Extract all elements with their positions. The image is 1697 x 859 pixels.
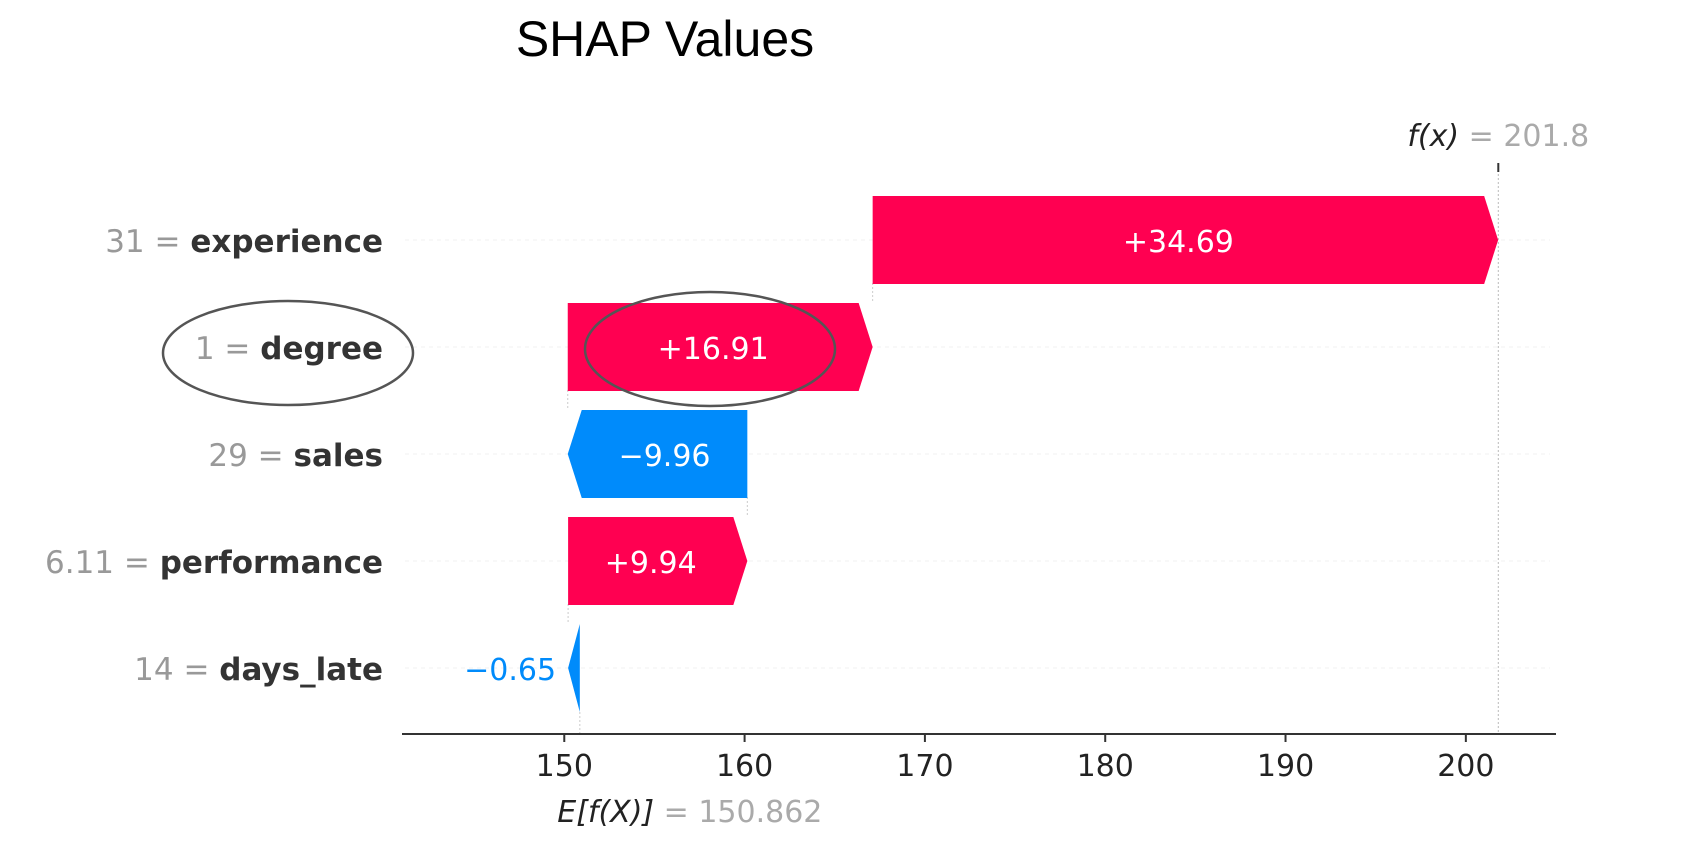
connector-lines (567, 163, 1500, 734)
feature-label-experience: 31 = experience (105, 224, 383, 260)
x-tick-label: 190 (1257, 749, 1314, 784)
bars-group: +34.69 +16.91 −9.96 +9.94 −0.65 (464, 196, 1499, 712)
bar-label-performance: +9.94 (605, 546, 697, 581)
base-value-label: E[f(X)] = 150.862 (557, 795, 822, 830)
output-value-prefix: f(x) (1407, 119, 1459, 154)
bar-days_late (568, 624, 580, 712)
x-tick-label: 180 (1077, 749, 1134, 784)
feature-label-performance: 6.11 = performance (45, 545, 383, 581)
bar-label-days_late: −0.65 (464, 653, 556, 688)
output-value-text: = 201.8 (1459, 119, 1589, 154)
feature-labels: 31 = experience 1 = degree 29 = sales 6.11 … (45, 224, 383, 688)
bar-degree (567, 303, 873, 391)
x-axis: 150 160 170 180 190 200 (402, 733, 1556, 784)
feature-label-sales: 29 = sales (208, 438, 383, 474)
feature-value: 31 = (105, 224, 190, 260)
feature-name: experience (190, 224, 383, 260)
feature-name: degree (260, 331, 383, 367)
feature-value: 29 = (208, 438, 293, 474)
bar-label-sales: −9.96 (619, 439, 711, 474)
base-value-text: = 150.862 (654, 795, 822, 830)
feature-name: sales (294, 438, 383, 474)
base-value-prefix: E[f(X)] (557, 795, 654, 830)
bar-performance (568, 517, 748, 605)
annotations: f(x) = 201.8 E[f(X)] = 150.862 (161, 119, 1589, 830)
feature-name: performance (160, 545, 383, 581)
highlight-ellipse-label (161, 299, 415, 407)
bar-label-experience: +34.69 (1123, 225, 1234, 260)
feature-label-degree: 1 = degree (195, 331, 383, 367)
bar-label-degree: +16.91 (658, 332, 769, 367)
highlight-ellipse-bar (583, 290, 837, 408)
feature-name: days_late (219, 652, 383, 688)
x-tick-label: 200 (1437, 749, 1494, 784)
feature-value: 6.11 = (45, 545, 160, 581)
feature-label-days_late: 14 = days_late (134, 652, 383, 688)
page-title: SHAP Values (515, 11, 815, 67)
x-tick-label: 170 (896, 749, 953, 784)
output-value-label: f(x) = 201.8 (1407, 119, 1589, 154)
feature-value: 1 = (195, 331, 260, 367)
x-tick-label: 160 (716, 749, 773, 784)
x-tick-label: 150 (536, 749, 593, 784)
feature-value: 14 = (134, 652, 219, 688)
bar-sales (567, 410, 748, 498)
bar-experience (872, 196, 1499, 284)
